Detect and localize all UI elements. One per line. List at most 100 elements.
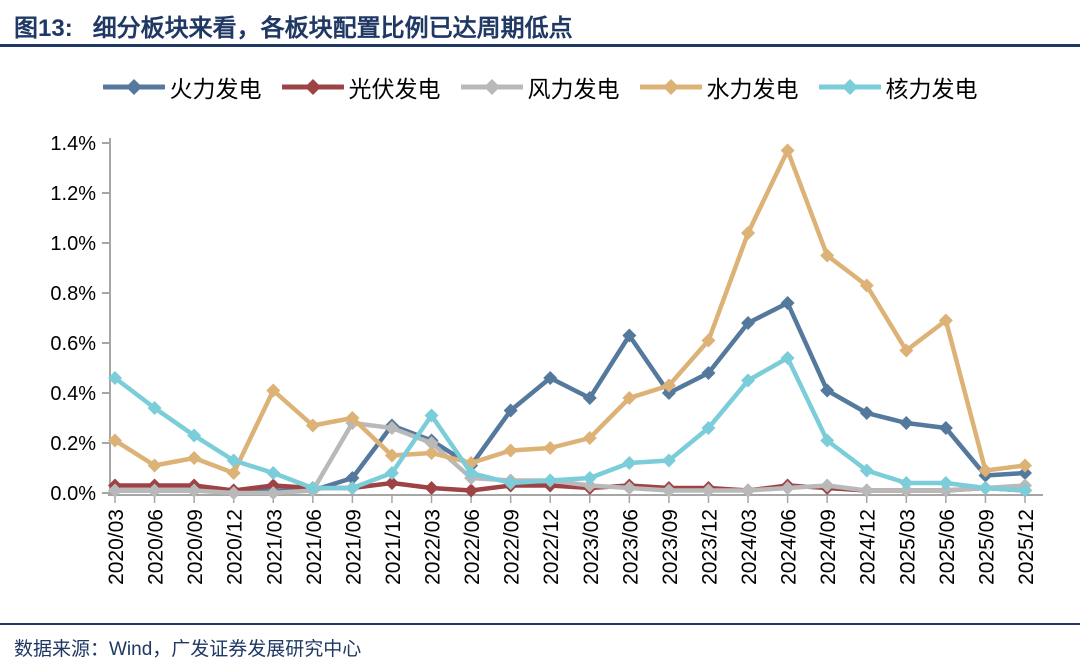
x-axis-label: 2025/03 (896, 509, 919, 585)
y-axis-label: 0.0% (50, 483, 96, 505)
data-point-marker (859, 483, 874, 498)
data-point-marker (266, 478, 281, 493)
data-point-marker (108, 433, 122, 448)
data-point-marker (187, 451, 202, 465)
data-point-marker (661, 483, 676, 498)
x-axis-label: 2022/03 (422, 509, 445, 585)
data-point-marker (780, 351, 795, 365)
legend-label: 光伏发电 (348, 76, 441, 102)
data-point-marker (424, 436, 439, 450)
data-point-marker (503, 443, 518, 458)
x-axis-label: 2020/06 (145, 509, 168, 585)
data-point-marker (147, 401, 162, 415)
data-point-marker (345, 411, 360, 425)
data-point-marker (384, 466, 399, 480)
x-axis-label: 2022/12 (540, 509, 563, 585)
legend-item-solar-power: 光伏发电 (281, 70, 441, 104)
legend-item-hydro-power: 水力发电 (639, 70, 799, 104)
data-point-marker (582, 431, 597, 445)
y-axis-label: 0.2% (50, 433, 96, 455)
data-point-marker (1018, 466, 1032, 480)
data-point-marker (543, 473, 558, 488)
data-point-marker (108, 483, 122, 498)
x-axis-label: 2025/12 (1015, 509, 1038, 585)
data-point-marker (978, 463, 993, 478)
x-axis-label: 2022/09 (501, 509, 524, 585)
data-point-marker (187, 483, 202, 498)
data-point-marker (938, 476, 953, 490)
legend-label: 核力发电 (885, 76, 978, 102)
x-axis-label: 2023/09 (659, 509, 682, 585)
data-point-marker (622, 456, 637, 470)
data-point-marker (108, 371, 122, 385)
line-chart: 0.0%0.2%0.4%0.6%0.8%1.0%1.2%1.4%2020/03 2… (50, 133, 1043, 585)
thermal-power-legend-marker-icon (102, 79, 165, 95)
data-point-marker (859, 463, 874, 478)
y-axis-label: 0.6% (50, 333, 96, 355)
legend-item-thermal-power: 火力发电 (102, 70, 262, 104)
data-point-marker (899, 483, 914, 498)
hydro-power-legend-marker-icon (639, 79, 702, 95)
x-axis-label: 2021/06 (303, 509, 326, 585)
data-point-marker (345, 481, 360, 495)
data-point-marker (661, 386, 676, 400)
data-point-marker (424, 446, 439, 460)
data-point-marker (226, 466, 241, 480)
data-point-marker (384, 421, 399, 435)
data-point-marker (345, 471, 360, 485)
data-point-marker (820, 433, 835, 448)
data-point-marker (266, 486, 281, 500)
figure-number-label: 图13: (14, 15, 73, 42)
data-point-marker (622, 481, 637, 495)
x-axis: 2020/03 2020/06 2020/09 2020/12 2021/03 2021/… (105, 494, 1043, 585)
data-point-marker (582, 391, 597, 405)
data-point-marker (543, 441, 558, 455)
data-point-marker (543, 371, 558, 385)
y-axis-label: 1.4% (50, 133, 96, 155)
data-point-marker (938, 483, 953, 498)
data-point-marker (741, 316, 756, 330)
data-point-marker (780, 296, 795, 310)
y-axis-label: 1.2% (50, 183, 96, 205)
x-axis-label: 2024/06 (778, 509, 801, 585)
x-axis-label: 2020/12 (224, 509, 247, 585)
source-divider (0, 623, 1080, 625)
data-point-marker (741, 483, 756, 498)
data-point-marker (622, 328, 637, 343)
x-axis-label: 2023/03 (580, 509, 603, 585)
y-axis-label: 1.0% (50, 233, 96, 255)
data-point-marker (266, 383, 281, 398)
data-point-marker (820, 383, 835, 398)
data-point-marker (938, 313, 953, 328)
series-line-thermal-power (112, 300, 1028, 493)
data-point-marker (701, 366, 716, 380)
nuclear-power-legend-marker-icon (818, 79, 881, 95)
series-line-nuclear-power (112, 355, 1028, 493)
data-point-marker (741, 373, 756, 388)
data-point-marker (1018, 483, 1032, 498)
x-axis-label: 2020/03 (105, 509, 128, 585)
data-point-marker (147, 458, 162, 473)
solar-power-legend-marker-icon (281, 79, 344, 95)
x-axis-label: 2020/09 (184, 509, 207, 585)
series-line-hydro-power (112, 148, 1028, 476)
data-point-marker (226, 453, 241, 468)
x-axis-label: 2021/12 (382, 509, 405, 585)
chart-legend: 火力发电 光伏发电 风力发电 水力发电 核力发电 (0, 70, 1080, 104)
x-axis-label: 2023/12 (698, 509, 721, 585)
data-point-marker (622, 391, 637, 405)
data-point-marker (464, 483, 479, 498)
x-axis-label: 2023/06 (619, 509, 642, 585)
y-axis-label: 0.4% (50, 383, 96, 405)
data-point-marker (266, 466, 281, 480)
y-axis-label: 0.8% (50, 283, 96, 305)
data-point-marker (384, 476, 399, 490)
legend-label: 火力发电 (169, 76, 262, 102)
data-point-marker (899, 416, 914, 430)
x-axis-label: 2021/03 (263, 509, 286, 585)
data-point-marker (226, 486, 241, 500)
wind-power-legend-marker-icon (460, 79, 523, 95)
data-point-marker (859, 406, 874, 420)
data-point-marker (661, 453, 676, 468)
